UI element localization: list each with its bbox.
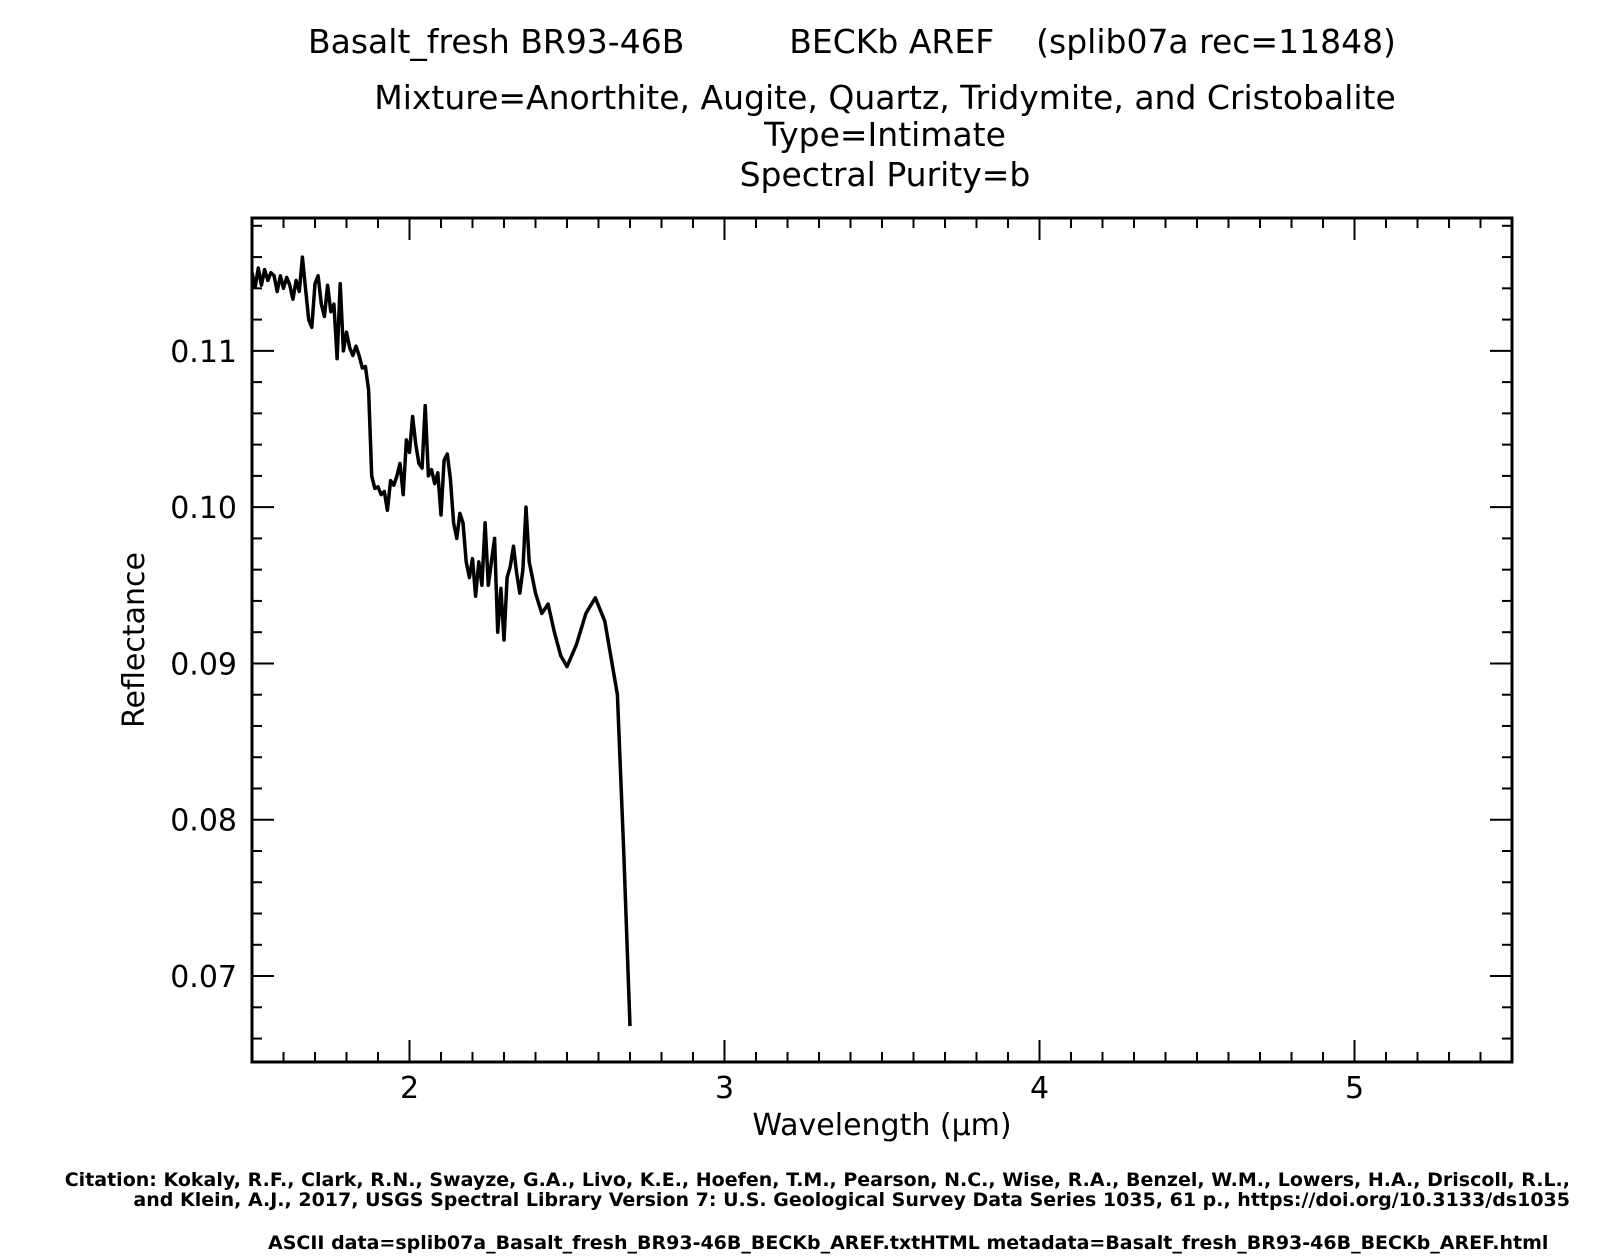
x-tick-label: 2 <box>400 1071 419 1106</box>
y-tick-label: 0.08 <box>170 804 237 839</box>
y-tick-label: 0.11 <box>170 335 237 370</box>
y-axis-label: Reflectance <box>117 552 152 728</box>
reflectance-spectrum-line <box>250 255 632 1027</box>
chart-title: Basalt_fresh BR93-46B BECKb AREF (splib0… <box>308 22 1396 61</box>
citation-line-1: Citation: Kokaly, R.F., Clark, R.N., Swa… <box>64 1169 1570 1191</box>
x-tick-label: 4 <box>1030 1071 1049 1106</box>
x-tick-label: 5 <box>1345 1071 1364 1106</box>
x-tick-label: 3 <box>715 1071 734 1106</box>
plot-frame <box>250 216 1514 1064</box>
chart-subtitle-purity: Spectral Purity=b <box>739 155 1031 194</box>
chart-subtitle-type: Type=Intimate <box>764 115 1006 154</box>
y-tick-label: 0.07 <box>170 960 237 995</box>
x-axis-label: Wavelength (μm) <box>752 1108 1011 1143</box>
html-metadata-filename: HTML metadata=Basalt_fresh_BR93-46B_BECK… <box>920 1232 1549 1254</box>
ascii-data-filename: ASCII data=splib07a_Basalt_fresh_BR93-46… <box>268 1232 921 1254</box>
chart-subtitle-mixture: Mixture=Anorthite, Augite, Quartz, Tridy… <box>374 78 1396 117</box>
y-tick-label: 0.09 <box>170 647 237 682</box>
y-tick-label: 0.10 <box>170 491 237 526</box>
citation-line-2: and Klein, A.J., 2017, USGS Spectral Lib… <box>133 1189 1570 1211</box>
